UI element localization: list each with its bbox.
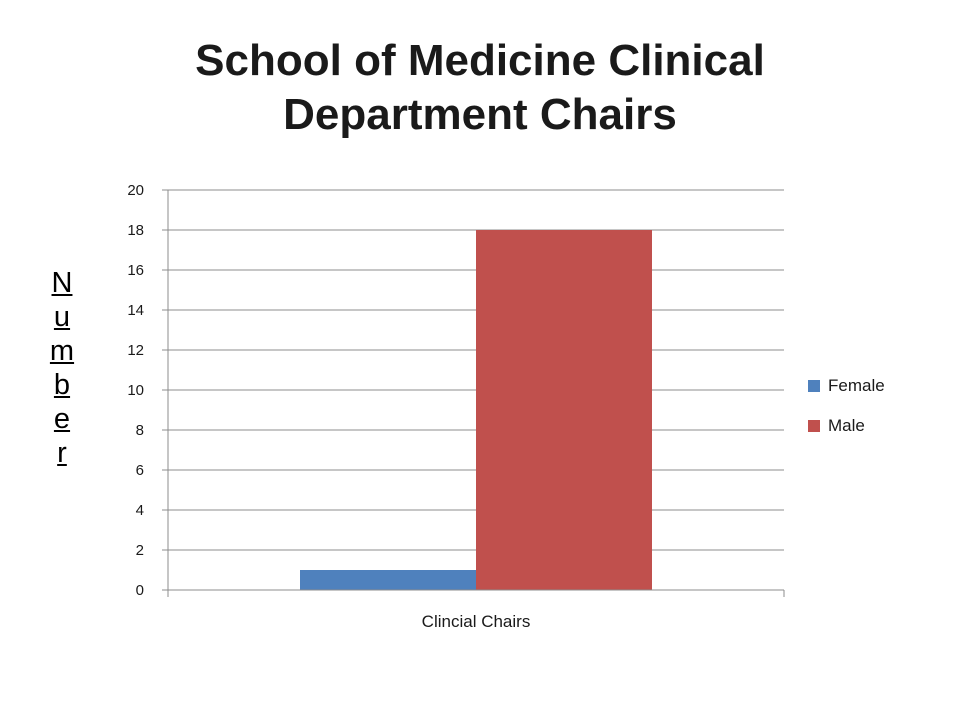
y-tick-label: 20 bbox=[127, 182, 144, 199]
y-tick-label: 10 bbox=[127, 382, 144, 399]
bar-male bbox=[476, 230, 652, 590]
y-tick-label: 16 bbox=[127, 262, 144, 279]
y-axis-label-letter: b bbox=[53, 369, 71, 401]
bars bbox=[300, 230, 652, 590]
y-axis-label-letter: e bbox=[53, 403, 71, 435]
y-axis-label-letter: N bbox=[51, 267, 73, 299]
chart-title-line-2: Department Chairs bbox=[283, 90, 677, 139]
y-tick-label: 14 bbox=[127, 302, 144, 319]
y-tick-label: 4 bbox=[136, 502, 144, 519]
legend-item-female: Female bbox=[808, 375, 885, 397]
y-axis-label-letter: u bbox=[53, 301, 71, 333]
legend: Female Male bbox=[808, 375, 885, 455]
y-tick-label: 12 bbox=[127, 342, 144, 359]
y-tick-label: 2 bbox=[136, 542, 144, 559]
y-tick-label: 6 bbox=[136, 462, 144, 479]
y-tick-label: 0 bbox=[136, 582, 144, 599]
y-axis-label-letter: m bbox=[49, 335, 75, 367]
y-axis-ticks: 0 2 4 6 8 10 12 14 16 18 20 bbox=[127, 182, 168, 599]
legend-label: Male bbox=[828, 416, 865, 435]
legend-label: Female bbox=[828, 376, 885, 395]
y-tick-label: 18 bbox=[127, 222, 144, 239]
bar-female bbox=[300, 570, 476, 590]
chart-title-line-1: School of Medicine Clinical bbox=[195, 36, 765, 85]
x-category-label: Clincial Chairs bbox=[422, 612, 531, 631]
y-tick-label: 8 bbox=[136, 422, 144, 439]
chart-title: School of Medicine Clinical Department C… bbox=[0, 34, 960, 142]
y-axis-label-letter: r bbox=[57, 437, 67, 469]
legend-swatch bbox=[808, 420, 820, 432]
legend-swatch bbox=[808, 380, 820, 392]
axes bbox=[167, 190, 785, 597]
x-axis-categories: Clincial Chairs bbox=[422, 612, 531, 631]
legend-item-male: Male bbox=[808, 415, 885, 437]
